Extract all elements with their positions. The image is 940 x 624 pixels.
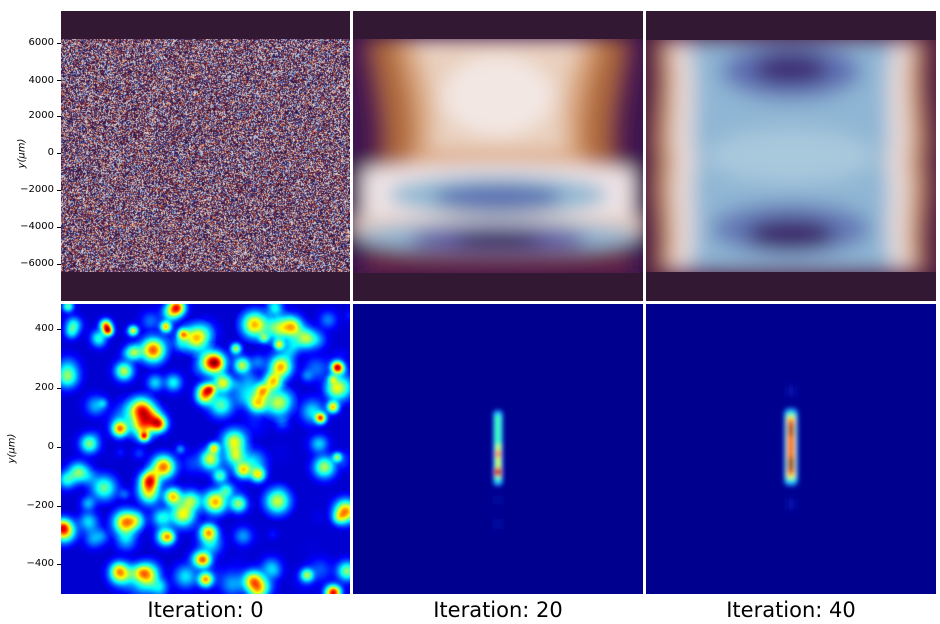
phase-map-iteration-20-image — [353, 11, 643, 301]
bottom-ytick-mark — [57, 329, 61, 330]
bottom-ytick-label: −400 — [26, 558, 54, 569]
top-ytick-mark — [57, 227, 61, 228]
top-ytick-label: 6000 — [28, 37, 54, 48]
top-ytick-mark — [57, 80, 61, 81]
bottom-ytick-mark — [57, 388, 61, 389]
top-ytick-label: 2000 — [28, 110, 54, 121]
speckle-pattern — [61, 304, 350, 594]
top-ytick-mark — [57, 153, 61, 154]
bottom-ytick-label: 0 — [47, 441, 54, 452]
top-ytick-label: −4000 — [20, 221, 54, 232]
intensity-map-iteration-40 — [646, 304, 936, 594]
bottom-ytick-label: 200 — [34, 382, 54, 393]
intensity-map-iteration-20 — [353, 304, 643, 594]
phase-map-iteration-40 — [646, 11, 936, 301]
top-ytick-mark — [57, 190, 61, 191]
bottom-ytick-mark — [57, 447, 61, 448]
focused-spot-iteration-40 — [784, 386, 798, 509]
top-ytick-mark — [57, 264, 61, 265]
phase-map-iteration-40-image — [646, 11, 936, 301]
top-ytick-mark — [57, 116, 61, 117]
bottom-ytick-mark — [57, 564, 61, 565]
caption-iteration-0: Iteration: 0 — [147, 598, 264, 622]
bottom-ytick-mark — [57, 506, 61, 507]
random-phase-noise — [61, 39, 350, 272]
top-ytick-mark — [57, 43, 61, 44]
top-ytick-label: 0 — [47, 147, 54, 158]
intensity-map-iteration-0 — [61, 304, 350, 594]
caption-iteration-40: Iteration: 40 — [726, 598, 856, 622]
focused-spot-iteration-20 — [493, 410, 503, 529]
phase-map-iteration-0 — [61, 11, 350, 301]
phase-map-iteration-20 — [353, 11, 643, 301]
caption-iteration-20: Iteration: 20 — [433, 598, 563, 622]
top-ytick-label: −6000 — [20, 258, 54, 269]
bottom-ytick-label: 400 — [34, 323, 54, 334]
bottom-ytick-label: −200 — [26, 500, 54, 511]
top-ytick-label: −2000 — [20, 184, 54, 195]
top-ytick-label: 4000 — [28, 75, 54, 86]
